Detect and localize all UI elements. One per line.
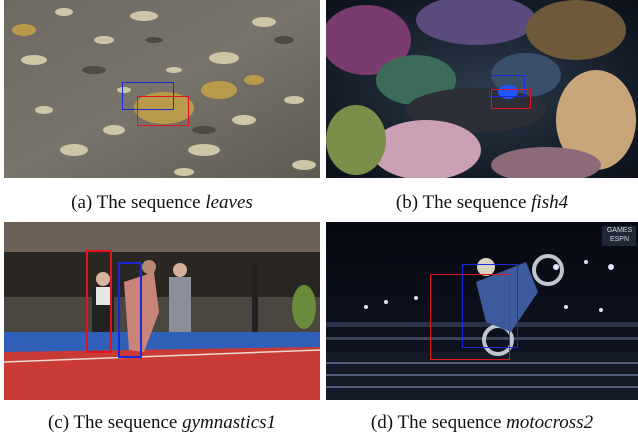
caption-b: (b) The sequence fish4 <box>395 192 569 213</box>
tracker-box-red <box>137 96 189 126</box>
tracker-box-blue <box>489 75 525 97</box>
tracker-box-red <box>491 89 531 109</box>
caption-d: (d) The sequence motocross2 <box>370 412 594 433</box>
tracker-box-red <box>430 274 510 360</box>
tracker-box-blue <box>462 264 518 348</box>
caption-a: (a) The sequence leaves <box>71 192 253 213</box>
tracker-box-blue <box>118 262 142 358</box>
panel-c-image <box>4 222 320 400</box>
games-logo: GAMES ESPN <box>606 227 633 243</box>
tracker-box-red <box>86 250 112 353</box>
caption-c: (c) The sequence gymnastics1 <box>47 412 277 433</box>
panel-d-image: GAMES ESPN <box>326 222 638 400</box>
panel-a-image <box>4 0 320 178</box>
panel-b-image <box>326 0 638 178</box>
